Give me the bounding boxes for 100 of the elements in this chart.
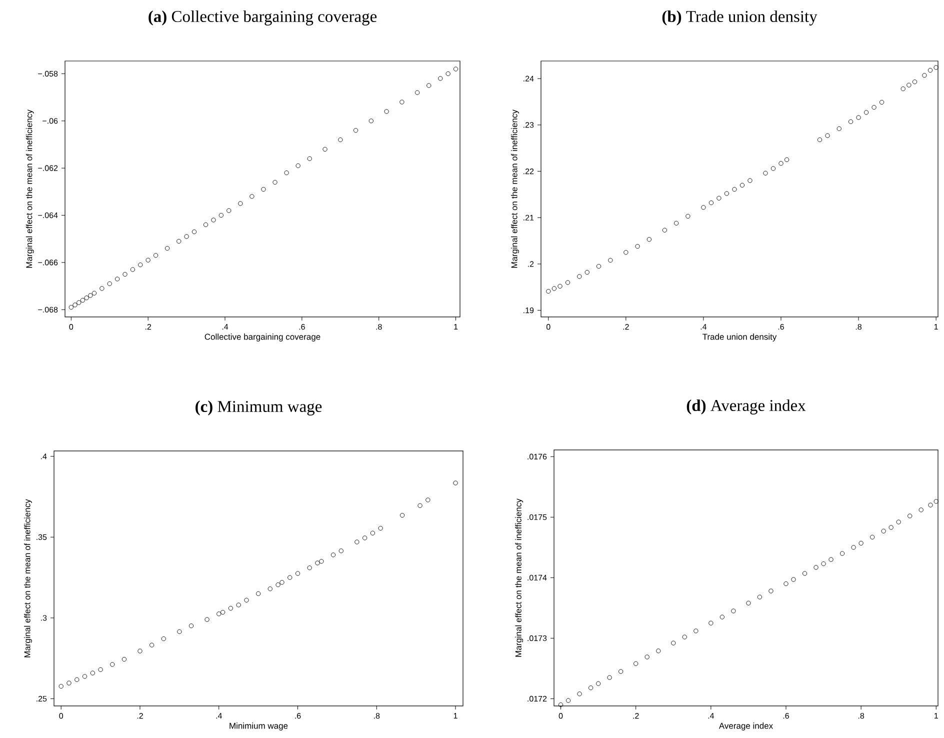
point — [164, 246, 170, 251]
point — [671, 640, 676, 646]
point — [74, 677, 80, 682]
point — [90, 670, 95, 676]
y-tick-label: −.068 — [38, 306, 58, 313]
point — [330, 552, 336, 558]
point — [840, 551, 845, 556]
x-tick-label: 0 — [69, 324, 74, 330]
x-axis-title: Collective bargaining coverage — [204, 334, 320, 342]
point — [76, 300, 82, 305]
point — [778, 161, 784, 166]
y-tick-label: .0174 — [528, 574, 547, 581]
point — [72, 302, 78, 308]
point — [763, 170, 768, 176]
point — [98, 667, 103, 672]
point — [122, 656, 127, 662]
point — [280, 580, 284, 585]
point — [307, 156, 312, 161]
point — [58, 684, 64, 689]
x-tick-label: 1 — [934, 324, 938, 330]
y-axis-title: Marginal effect on the mean of inefficiency — [24, 499, 32, 658]
point — [872, 105, 876, 110]
x-tick-label: .6 — [295, 713, 301, 719]
point — [784, 581, 788, 586]
x-tick-label: 1 — [454, 324, 458, 330]
point — [161, 636, 166, 642]
point — [577, 692, 582, 696]
point — [453, 480, 458, 486]
x-tick-label: 0 — [558, 713, 563, 719]
point — [708, 620, 714, 626]
y-tick-label: .0175 — [528, 514, 547, 520]
point — [138, 648, 142, 654]
point — [748, 178, 752, 183]
y-axis-title: Marginal effect on the mean of inefficiency — [511, 110, 519, 268]
point — [814, 565, 818, 570]
point — [288, 575, 292, 580]
point — [400, 100, 404, 104]
point — [644, 654, 650, 660]
y-tick-label: .22 — [524, 168, 534, 174]
point — [188, 624, 194, 628]
point — [656, 648, 661, 654]
point — [634, 661, 638, 666]
point — [295, 571, 300, 576]
point — [192, 229, 197, 234]
point — [66, 680, 72, 686]
point — [770, 166, 776, 171]
x-tick-label: .2 — [137, 713, 143, 719]
x-tick-label: .4 — [222, 324, 228, 330]
point — [836, 126, 842, 131]
x-axis-title: Minimium wage — [230, 722, 288, 730]
point — [584, 270, 590, 275]
x-tick-label: .6 — [778, 324, 784, 330]
point — [150, 642, 154, 648]
point — [566, 698, 571, 703]
point — [732, 187, 737, 192]
x-axis-title: Trade union density — [702, 334, 777, 342]
point — [552, 286, 557, 291]
point — [138, 262, 143, 268]
x-tick-label: .8 — [374, 713, 380, 719]
point — [92, 290, 97, 296]
chart-title: (d) Average index — [686, 399, 806, 414]
x-tick-label: 0 — [59, 713, 64, 719]
point — [370, 530, 376, 536]
point — [319, 559, 324, 564]
point — [918, 508, 924, 512]
point — [256, 591, 261, 596]
point — [384, 109, 389, 114]
y-tick-label: .3 — [41, 615, 47, 621]
x-tick-label: .2 — [623, 324, 629, 330]
y-tick-label: −.06 — [42, 118, 58, 124]
x-tick-label: .6 — [299, 324, 305, 330]
y-tick-label: .23 — [524, 122, 534, 128]
point — [453, 66, 458, 72]
point — [226, 208, 232, 213]
point — [870, 534, 875, 540]
point — [244, 598, 249, 602]
y-axis-title: Marginal effect on the mean of inefficiency — [515, 498, 524, 657]
point — [276, 582, 280, 588]
point — [851, 545, 856, 550]
y-tick-label: .4 — [41, 454, 47, 460]
point — [922, 73, 927, 78]
point — [694, 628, 698, 634]
point — [858, 540, 864, 546]
y-tick-label: .0172 — [528, 696, 547, 702]
point — [686, 214, 690, 219]
point — [802, 571, 808, 576]
point — [817, 137, 822, 142]
point — [438, 76, 443, 81]
x-tick-label: .8 — [856, 324, 862, 330]
x-axis-title: Average index — [718, 722, 773, 730]
point — [565, 280, 570, 285]
point — [720, 614, 724, 620]
point — [828, 557, 834, 562]
point — [220, 610, 226, 615]
x-tick-label: 1 — [454, 713, 458, 719]
point — [315, 560, 320, 566]
y-tick-label: −.066 — [38, 260, 58, 266]
y-tick-label: .0176 — [528, 454, 547, 460]
y-tick-label: .35 — [36, 534, 47, 540]
point — [906, 82, 912, 88]
